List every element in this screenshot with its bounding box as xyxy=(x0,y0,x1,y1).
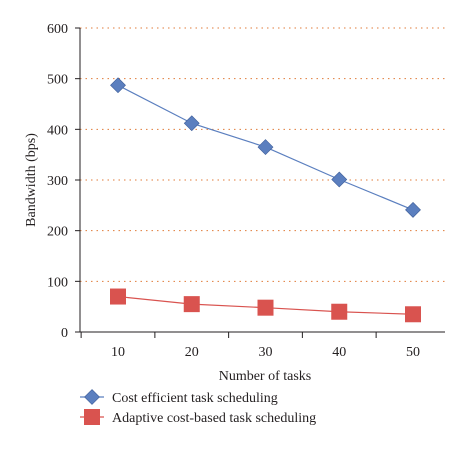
data-point xyxy=(110,288,126,305)
x-ticks: 10 20 30 40 50 xyxy=(80,332,420,360)
data-point xyxy=(331,171,348,188)
data-point xyxy=(110,77,126,94)
legend-label: Adaptive cost-based task scheduling xyxy=(112,411,316,426)
x-tick-label: 50 xyxy=(406,345,420,360)
data-point xyxy=(405,306,421,323)
y-ticks: 0 100 200 300 400 500 600 xyxy=(47,22,80,341)
x-tick-label: 20 xyxy=(185,345,199,360)
data-point xyxy=(257,139,274,155)
series xyxy=(110,77,421,323)
y-tick-label: 0 xyxy=(61,326,68,341)
grid-lines xyxy=(80,27,445,282)
series-2 xyxy=(110,288,421,323)
y-tick-label: 600 xyxy=(47,22,68,37)
x-tick-label: 30 xyxy=(259,345,273,360)
x-tick-label: 10 xyxy=(111,345,125,360)
legend-item: Adaptive cost-based task scheduling xyxy=(80,409,316,426)
y-tick-label: 400 xyxy=(47,123,68,138)
y-axis-label: Bandwidth (bps) xyxy=(24,133,39,227)
y-tick-label: 100 xyxy=(47,275,68,290)
legend-label: Cost efficient task scheduling xyxy=(112,391,278,406)
x-tick-label: 40 xyxy=(332,345,346,360)
data-point xyxy=(183,115,200,132)
data-point xyxy=(405,201,421,218)
y-tick-label: 200 xyxy=(47,225,68,240)
series-1 xyxy=(110,77,421,218)
y-tick-label: 300 xyxy=(47,174,68,189)
legend-item: Cost efficient task scheduling xyxy=(80,389,278,406)
x-axis-label: Number of tasks xyxy=(219,369,312,384)
legend-marker xyxy=(84,389,100,405)
data-point xyxy=(183,296,200,313)
legend: Cost efficient task scheduling Adaptive c… xyxy=(80,389,316,426)
data-point xyxy=(257,299,274,316)
y-tick-label: 500 xyxy=(47,73,68,88)
data-point xyxy=(331,303,348,320)
legend-marker xyxy=(84,409,100,425)
